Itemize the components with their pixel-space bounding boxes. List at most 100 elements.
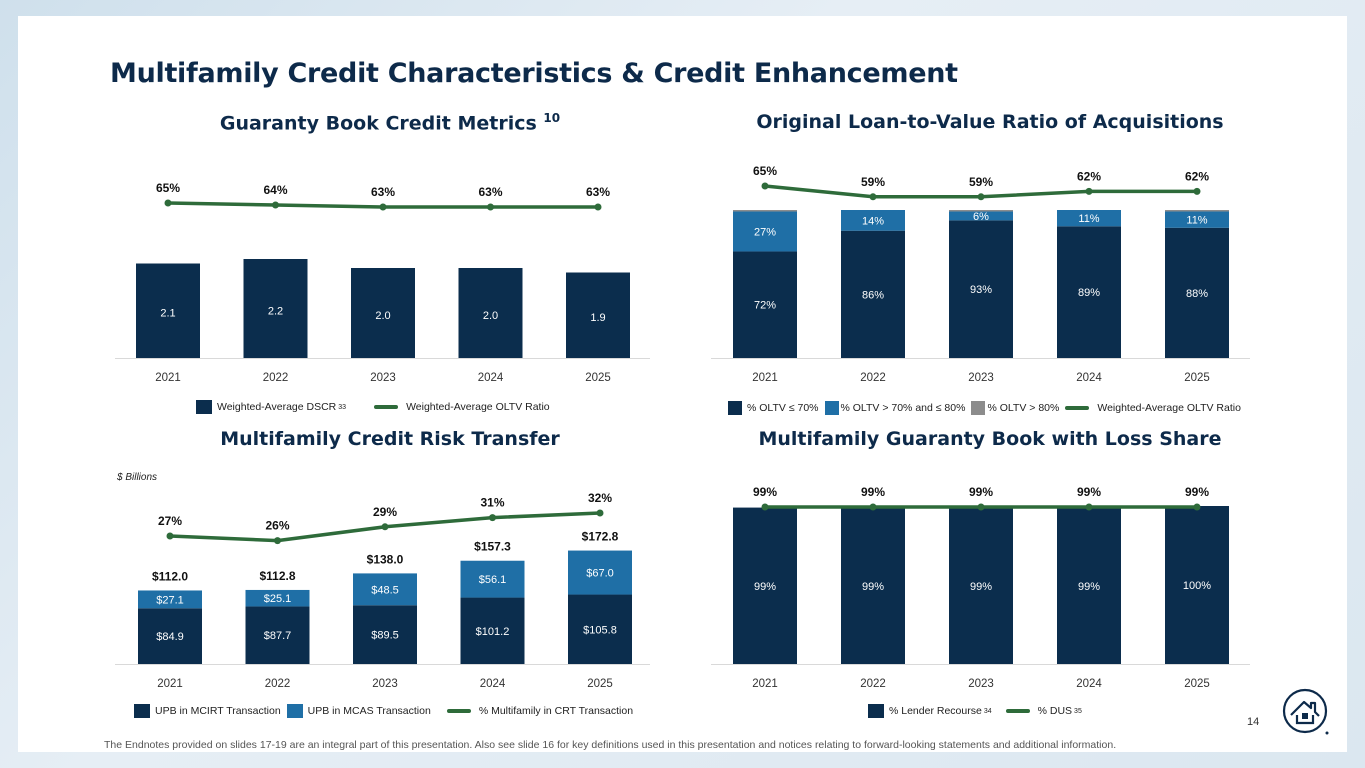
bar-label: $56.1 (479, 574, 507, 586)
legend-swatch (286, 704, 303, 718)
bar-2024-0 (1057, 507, 1121, 664)
line-label: 65% (156, 181, 180, 195)
bar-label: $25.1 (264, 593, 292, 605)
bar-2021-0 (733, 507, 797, 664)
bar-label: $48.5 (371, 584, 399, 596)
bar-2022-0 (243, 259, 308, 358)
bar-2024-1 (1057, 210, 1121, 227)
line-point (869, 193, 877, 201)
bar-2025-0 (568, 594, 632, 664)
bar-2023-2 (949, 210, 1013, 212)
x-tick-label: 2022 (265, 678, 291, 690)
x-tick-label: 2025 (1184, 372, 1210, 384)
line-label: 31% (480, 496, 504, 510)
legend-item-oltv-80: % OLTV > 80% (971, 401, 1059, 415)
bar-label: 72% (754, 300, 776, 312)
bar-label: 27% (754, 226, 776, 238)
x-tick-label: 2022 (860, 372, 886, 384)
bar-label: $87.7 (264, 630, 292, 642)
line-point (977, 503, 985, 511)
panel-title-credit-metrics: Guaranty Book Credit Metrics 10 (219, 111, 561, 135)
legend-item-oltv: Weighted-Average OLTV Ratio (374, 401, 550, 413)
legend-line-swatch (446, 709, 471, 713)
total-label: $112.0 (152, 569, 188, 583)
x-tick-label: 2024 (480, 678, 506, 690)
legend-item-dus: % DUS 35 (1005, 705, 1082, 717)
x-tick-label: 2023 (372, 678, 398, 690)
bar-2023-1 (949, 211, 1013, 221)
bar-label: 11% (1078, 213, 1099, 225)
x-tick-label: 2025 (587, 678, 613, 690)
x-tick-label: 2025 (585, 372, 611, 384)
bar-2023-0 (949, 220, 1013, 358)
bar-2024-0 (460, 597, 525, 664)
bar-2025-0 (1165, 506, 1229, 664)
line-point (1085, 187, 1093, 195)
bar-label: 99% (862, 581, 884, 593)
legend-item-crt-pct: % Multifamily in CRT Transaction (446, 705, 633, 717)
bar-label: 86% (862, 289, 884, 301)
page-title: Multifamily Credit Characteristics & Cre… (110, 58, 958, 89)
bar-2021-2 (733, 210, 797, 212)
bar-2022-0 (841, 230, 905, 358)
bar-label: 89% (1078, 287, 1100, 299)
panel-title-oltv: Original Loan-to-Value Ratio of Acquisit… (756, 111, 1224, 133)
line-point (489, 514, 496, 522)
line-point (381, 523, 389, 531)
line-point (869, 503, 877, 511)
legend-item-oltv-ratio: Weighted-Average OLTV Ratio (1065, 402, 1241, 414)
bar-label: 6% (973, 211, 989, 223)
bar-2021-0 (136, 263, 200, 358)
line-point (272, 201, 279, 209)
legend-swatch (728, 401, 742, 415)
bar-2022-1 (245, 589, 310, 607)
bar-2024-0 (1057, 226, 1121, 358)
line-point (761, 182, 769, 190)
panel-title-crt: Multifamily Credit Risk Transfer (220, 428, 560, 450)
bar-label: 99% (1078, 581, 1100, 593)
legend-item-mcirt: UPB in MCIRT Transaction (134, 704, 281, 718)
bar-2022-1 (841, 210, 905, 231)
legend-swatch (134, 704, 150, 718)
bar-2021-0 (733, 251, 797, 358)
line-label: 65% (753, 164, 777, 178)
bar-2025-1 (1165, 211, 1229, 228)
line-label: 32% (588, 491, 612, 505)
line-label: 26% (265, 519, 289, 533)
bar-2023-1 (353, 573, 417, 606)
total-label: $172.8 (582, 530, 619, 544)
line-point (379, 203, 387, 211)
line-label: 62% (1077, 169, 1101, 183)
legend-swatch (868, 704, 884, 718)
legend-credit-metrics: Weighted-Average DSCR 33 Weighted-Average… (196, 400, 568, 414)
x-tick-label: 2021 (752, 372, 778, 384)
x-tick-label: 2021 (752, 678, 778, 690)
line-label: 99% (1077, 485, 1101, 499)
legend-loss-share: % Lender Recourse 34 % DUS 35 (868, 704, 1100, 718)
line-point (274, 537, 281, 545)
legend-item-oltv-70: % OLTV ≤ 70% (728, 401, 819, 415)
x-tick-label: 2024 (1076, 678, 1102, 690)
line-point (596, 509, 604, 517)
bar-label: 93% (970, 284, 992, 296)
x-tick-label: 2022 (263, 372, 289, 384)
bar-2021-1 (733, 211, 797, 252)
bar-label: $84.9 (156, 631, 184, 643)
x-tick-label: 2021 (157, 678, 183, 690)
line-point (164, 199, 172, 207)
slide-background (18, 16, 1347, 752)
legend-oltv: % OLTV ≤ 70% % OLTV > 70% and ≤ 80% % OL… (728, 401, 1259, 415)
total-label: $112.8 (259, 569, 295, 583)
line-label: 29% (373, 505, 397, 519)
line-point (1193, 503, 1201, 511)
x-tick-label: 2021 (155, 372, 181, 384)
line-label: 59% (969, 175, 993, 189)
line-point (761, 503, 769, 511)
line-point (1085, 503, 1093, 511)
bar-label: 14% (862, 215, 884, 227)
bar-2025-0 (566, 272, 630, 358)
total-label: $157.3 (474, 540, 511, 554)
bar-2023-0 (949, 507, 1013, 664)
